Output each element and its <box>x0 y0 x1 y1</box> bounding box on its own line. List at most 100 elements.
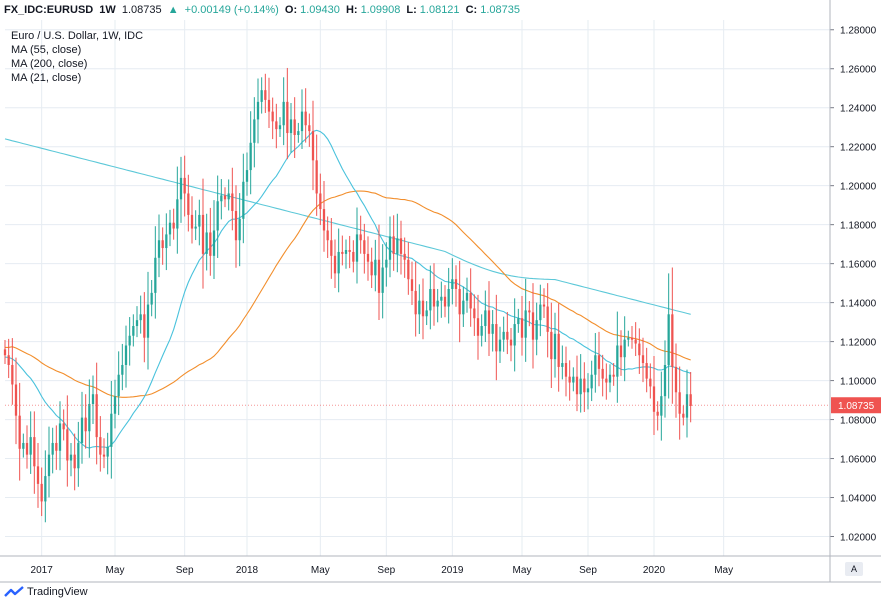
candle-body <box>355 234 359 262</box>
candle-body <box>634 339 637 344</box>
legend-title[interactable]: Euro / U.S. Dollar, 1W, IDC <box>11 30 144 42</box>
candle-body <box>627 337 630 340</box>
legend-ma55[interactable]: MA (55, close) <box>11 44 82 56</box>
candle-body <box>212 230 216 256</box>
candle-body <box>190 214 194 229</box>
candle-body <box>484 310 487 327</box>
candle-body <box>528 310 531 313</box>
candle-body <box>421 300 425 317</box>
candle-body <box>102 454 106 457</box>
candle-body <box>264 90 267 100</box>
candle-body <box>99 437 102 455</box>
candle-body <box>25 442 29 455</box>
candle-body <box>117 374 120 397</box>
candle-body <box>249 142 252 171</box>
legend-ma21[interactable]: MA (21, close) <box>11 72 82 84</box>
legend-ma200[interactable]: MA (200, close) <box>11 58 88 70</box>
interval[interactable]: 1W <box>99 4 116 16</box>
candle-body <box>91 394 95 404</box>
candle-body <box>308 125 311 132</box>
candle-body <box>520 318 524 338</box>
candle-body <box>179 177 183 200</box>
candle-body <box>575 376 579 395</box>
candle-body <box>198 214 201 227</box>
last-price: 1.08735 <box>121 4 162 16</box>
candle-body <box>84 417 87 432</box>
candle-body <box>194 226 197 229</box>
candle-body <box>436 300 439 307</box>
candle-body <box>682 413 685 418</box>
candle-body <box>77 442 80 469</box>
candle-body <box>663 364 667 397</box>
candle-body <box>608 374 612 383</box>
candle-body <box>29 437 32 455</box>
candle-body <box>443 296 447 307</box>
candle-body <box>154 257 157 293</box>
candle-body <box>22 442 25 449</box>
candle-body <box>374 259 377 276</box>
candle-body <box>146 304 150 338</box>
candle-body <box>366 253 370 262</box>
candle-body <box>656 411 659 416</box>
candle-body <box>476 318 480 336</box>
candle-body <box>403 253 406 260</box>
candle-body <box>69 454 73 461</box>
candle-body <box>377 259 381 293</box>
candle-body <box>495 324 498 352</box>
close-label: C: <box>465 4 478 16</box>
candle-body <box>649 378 652 387</box>
candle-body <box>491 324 494 334</box>
candle-body <box>590 374 593 389</box>
x-tick-label: 2018 <box>236 565 259 576</box>
x-tick-label: Sep <box>579 565 597 576</box>
up-arrow-icon: ▲ <box>167 4 179 16</box>
auto-scale-button[interactable]: A <box>845 562 863 576</box>
y-tick-label: 1.18000 <box>840 221 877 232</box>
candle-body <box>315 160 318 194</box>
x-tick-label: May <box>714 565 733 576</box>
x-tick-label: Sep <box>377 565 395 576</box>
candle-body <box>95 394 98 438</box>
candle-body <box>469 292 472 309</box>
candle-body <box>326 230 329 241</box>
candle-body <box>36 466 40 484</box>
candle-body <box>322 209 326 231</box>
candle-body <box>3 349 7 356</box>
candle-body <box>62 423 65 430</box>
candle-body <box>330 240 333 256</box>
y-tick-label: 1.12000 <box>840 338 877 349</box>
candle-body <box>124 345 128 365</box>
candle-body <box>440 296 443 301</box>
candle-body <box>557 333 560 367</box>
candle-body <box>480 326 483 336</box>
y-tick-label: 1.20000 <box>840 182 877 193</box>
candle-body <box>630 337 634 340</box>
footer: TradingView <box>4 584 88 600</box>
candle-body <box>418 300 421 315</box>
candle-body <box>616 345 619 377</box>
chart-series <box>3 67 830 523</box>
symbol-name[interactable]: FX_IDC:EURUSD <box>4 4 94 16</box>
candle-body <box>388 236 392 260</box>
candle-body <box>256 101 260 120</box>
low-label: L: <box>406 4 417 16</box>
candle-body <box>674 366 678 393</box>
x-tick-label: May <box>513 565 532 576</box>
candle-body <box>531 312 535 340</box>
candle-body <box>561 363 564 367</box>
candle-body <box>410 279 414 291</box>
candle-body <box>447 288 450 307</box>
candle-body <box>462 300 465 315</box>
candle-body <box>157 240 161 258</box>
candle-body <box>583 378 586 393</box>
candle-body <box>267 99 271 112</box>
chart-axes: 1.28000 1.26000 1.24000 1.22000 1.20000 1.180… <box>0 0 881 583</box>
candle-body <box>128 335 131 346</box>
ma55-line <box>4 138 691 315</box>
tradingview-brand[interactable]: TradingView <box>27 586 88 598</box>
y-tick-label: 1.08000 <box>840 416 877 427</box>
candle-body <box>524 310 527 338</box>
candle-body <box>370 261 373 276</box>
candle-body <box>282 101 285 126</box>
